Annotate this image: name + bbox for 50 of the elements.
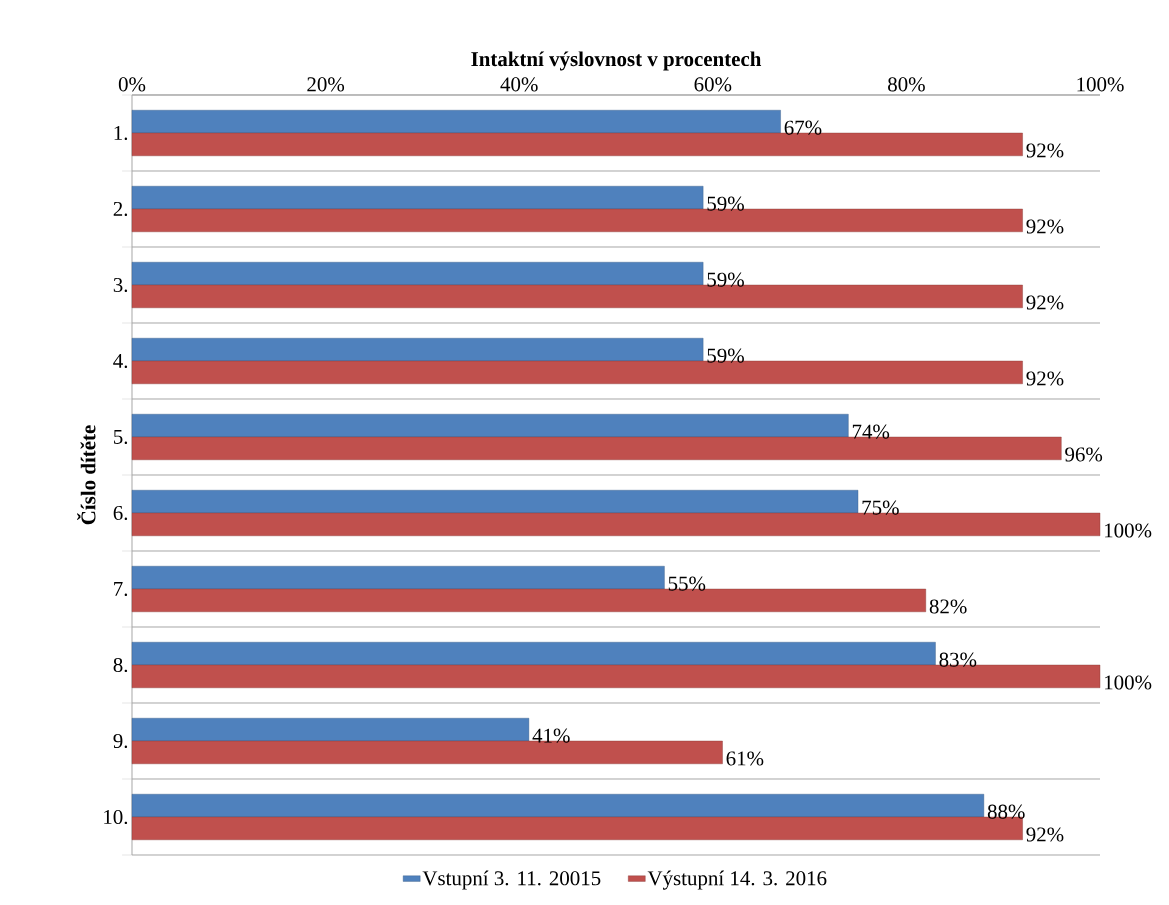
- x-tick-label: 100%: [1077, 77, 1124, 92]
- data-label: 100%: [1105, 523, 1152, 538]
- data-label: 88%: [987, 804, 1025, 819]
- data-label: 92%: [1026, 219, 1064, 234]
- data-label: 83%: [939, 652, 977, 667]
- y-tick-label: 10.: [104, 809, 128, 825]
- y-tick-label: 8.: [113, 657, 128, 673]
- y-axis-title: Číslo dítěte: [77, 425, 96, 525]
- bar: [131, 414, 849, 438]
- data-label: 75%: [862, 500, 899, 515]
- legend-label: Výstupní 14. 3. 2016: [647, 870, 827, 890]
- data-label: 92%: [1026, 143, 1064, 158]
- y-tick-label: 3.: [113, 277, 128, 293]
- bar: [131, 262, 704, 286]
- bar: [131, 186, 704, 210]
- y-tick-label: 6.: [113, 505, 128, 521]
- bar: [131, 718, 530, 742]
- y-tick-label: 9.: [113, 733, 128, 749]
- data-label: 67%: [784, 120, 822, 135]
- data-label: 82%: [929, 599, 967, 614]
- data-label: 92%: [1026, 827, 1064, 842]
- bar: [131, 490, 859, 514]
- data-label: 96%: [1065, 447, 1103, 462]
- data-label: 41%: [532, 728, 570, 743]
- data-label: 92%: [1026, 295, 1064, 310]
- x-tick-label: 0%: [118, 77, 146, 92]
- legend-label: Vstupní 3. 11. 20015: [422, 870, 601, 890]
- y-tick-label: 5.: [114, 430, 128, 444]
- y-tick-label: 4.: [113, 353, 128, 369]
- x-tick-label: 40%: [500, 77, 538, 92]
- bar: [131, 642, 936, 666]
- y-tick-label: 7.: [114, 582, 128, 597]
- data-label: 100%: [1105, 675, 1152, 690]
- x-axis-title: Intaktní výslovnost v procentech: [471, 51, 762, 71]
- data-label: 74%: [852, 424, 890, 439]
- data-label: 92%: [1026, 371, 1064, 386]
- bar: [131, 794, 985, 818]
- bar: [131, 110, 781, 134]
- y-tick-label: 2.: [113, 201, 128, 217]
- data-label: 59%: [707, 272, 744, 287]
- data-label: 55%: [668, 576, 706, 591]
- y-tick-label: 1.: [114, 125, 128, 141]
- data-label: 59%: [707, 348, 744, 363]
- x-tick-label: 80%: [888, 77, 925, 92]
- x-tick-label: 60%: [694, 77, 732, 92]
- bar: [131, 566, 665, 590]
- x-tick-label: 20%: [307, 77, 345, 92]
- data-label: 59%: [707, 196, 744, 211]
- data-label: 61%: [726, 751, 764, 766]
- bar: [131, 338, 704, 362]
